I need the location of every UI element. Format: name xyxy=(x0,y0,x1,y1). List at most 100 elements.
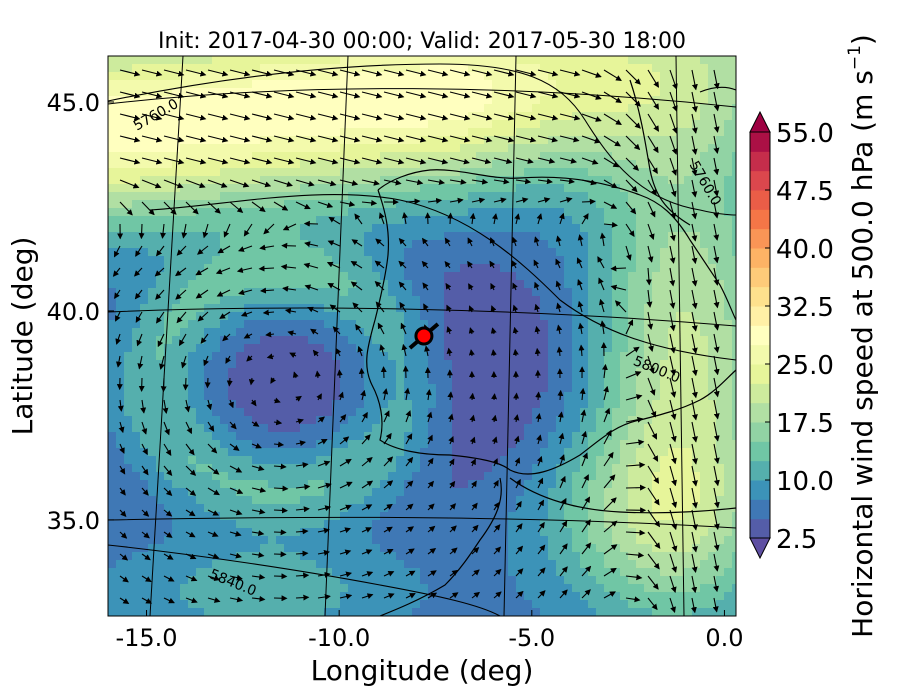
field-cell xyxy=(676,216,684,224)
field-cell xyxy=(484,56,492,64)
field-cell xyxy=(420,384,428,392)
field-cell xyxy=(356,184,364,192)
field-cell xyxy=(460,216,468,224)
field-cell xyxy=(644,448,652,456)
field-cell xyxy=(300,248,308,256)
field-cell xyxy=(612,392,620,400)
field-cell xyxy=(124,304,132,312)
field-cell xyxy=(188,120,196,128)
field-cell xyxy=(116,536,124,544)
field-cell xyxy=(500,464,508,472)
field-cell xyxy=(148,400,156,408)
field-cell xyxy=(396,544,404,552)
field-cell xyxy=(220,152,228,160)
field-cell xyxy=(236,248,244,256)
field-cell xyxy=(636,488,644,496)
field-cell xyxy=(508,144,516,152)
field-cell xyxy=(500,248,508,256)
field-cell xyxy=(252,360,260,368)
field-cell xyxy=(492,320,500,328)
field-cell xyxy=(436,200,444,208)
field-cell xyxy=(652,152,660,160)
field-cell xyxy=(476,528,484,536)
field-cell xyxy=(716,152,724,160)
field-cell xyxy=(284,152,292,160)
field-cell xyxy=(164,256,172,264)
field-cell xyxy=(404,336,412,344)
field-cell xyxy=(132,440,140,448)
field-cell xyxy=(308,440,316,448)
field-cell xyxy=(412,256,420,264)
field-cell xyxy=(148,552,156,560)
field-cell xyxy=(212,152,220,160)
field-cell xyxy=(692,192,700,200)
field-cell xyxy=(196,256,204,264)
field-cell xyxy=(300,160,308,168)
field-cell xyxy=(124,368,132,376)
field-cell xyxy=(732,248,736,256)
field-cell xyxy=(244,512,252,520)
field-cell xyxy=(596,360,604,368)
field-cell xyxy=(140,528,148,536)
field-cell xyxy=(292,376,300,384)
field-cell xyxy=(148,416,156,424)
field-cell xyxy=(276,240,284,248)
field-cell xyxy=(572,352,580,360)
field-cell xyxy=(244,504,252,512)
field-cell xyxy=(156,344,164,352)
field-cell xyxy=(388,304,396,312)
field-cell xyxy=(476,248,484,256)
field-cell xyxy=(300,136,308,144)
field-cell xyxy=(516,216,524,224)
field-cell xyxy=(340,456,348,464)
field-cell xyxy=(732,296,736,304)
field-cell xyxy=(404,312,412,320)
field-cell xyxy=(204,104,212,112)
field-cell xyxy=(252,480,260,488)
field-cell xyxy=(292,472,300,480)
field-cell xyxy=(444,104,452,112)
field-cell xyxy=(444,80,452,88)
field-cell xyxy=(476,88,484,96)
field-cell xyxy=(380,448,388,456)
field-cell xyxy=(276,224,284,232)
field-cell xyxy=(340,344,348,352)
field-cell xyxy=(548,552,556,560)
field-cell xyxy=(316,352,324,360)
field-cell xyxy=(252,376,260,384)
field-cell xyxy=(364,256,372,264)
field-cell xyxy=(268,424,276,432)
field-cell xyxy=(220,320,228,328)
field-cell xyxy=(460,544,468,552)
field-cell xyxy=(188,336,196,344)
field-cell xyxy=(580,128,588,136)
field-cell xyxy=(452,328,460,336)
field-cell xyxy=(412,472,420,480)
field-cell xyxy=(564,136,572,144)
field-cell xyxy=(388,152,396,160)
field-cell xyxy=(116,360,124,368)
field-cell xyxy=(388,376,396,384)
field-cell xyxy=(644,96,652,104)
field-cell xyxy=(380,296,388,304)
field-cell xyxy=(180,512,188,520)
field-cell xyxy=(716,168,724,176)
field-cell xyxy=(676,280,684,288)
field-cell xyxy=(436,168,444,176)
field-cell xyxy=(676,408,684,416)
field-cell xyxy=(484,480,492,488)
field-cell xyxy=(620,488,628,496)
field-cell xyxy=(300,432,308,440)
field-cell xyxy=(420,504,428,512)
field-cell xyxy=(620,376,628,384)
field-cell xyxy=(300,536,308,544)
field-cell xyxy=(716,440,724,448)
field-cell xyxy=(548,320,556,328)
field-cell xyxy=(108,368,116,376)
field-cell xyxy=(580,152,588,160)
field-cell xyxy=(364,312,372,320)
field-cell xyxy=(596,472,604,480)
field-cell xyxy=(724,360,732,368)
field-cell xyxy=(156,232,164,240)
